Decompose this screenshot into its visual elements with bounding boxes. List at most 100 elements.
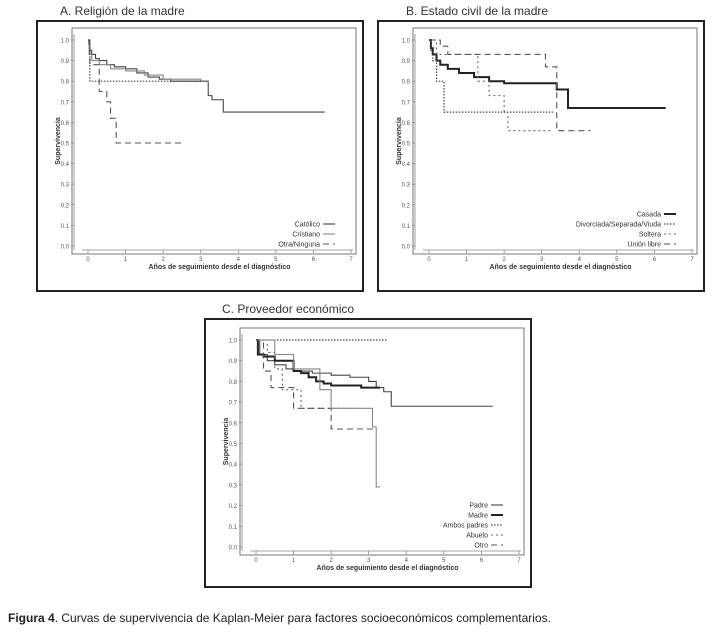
y-tick-label: 0.6: [402, 121, 411, 127]
x-tick-label: 6: [312, 257, 316, 263]
x-tick-label: 0: [254, 558, 258, 564]
y-tick-label: 0.9: [402, 59, 411, 65]
chart-c: 0.0 0.1 0.2 0.3 0.4 0.5 0.6 0.7 0.8 0.9 1.0 0 1 2 3 4 5 6…: [223, 327, 525, 572]
x-tick-label: 1: [124, 257, 128, 263]
y-tick-label: 0.6: [229, 421, 238, 427]
legend-label: Soltera: [639, 232, 661, 239]
x-tick-label: 3: [367, 558, 371, 564]
y-axis-label: Supervivencia: [396, 117, 403, 165]
y-tick-label: 0.2: [61, 203, 70, 209]
y-tick-label: 0.7: [61, 100, 70, 106]
series-line-padre: [256, 339, 493, 407]
y-tick-label: 0.9: [61, 59, 70, 65]
series-line-abuelo: [256, 339, 354, 409]
y-tick-label: 0.4: [61, 162, 70, 168]
panel-a-title: A. Religión de la madre: [60, 4, 185, 18]
y-tick-label: 0.0: [229, 546, 238, 552]
chart-a: 0.0 0.1 0.2 0.3 0.4 0.5 0.6 0.7 0.8 0.9 1.0 0 1 2 3 4 5 6…: [55, 27, 357, 271]
y-tick-label: 0.4: [229, 463, 238, 469]
x-tick-label: 7: [517, 558, 521, 564]
x-tick-label: 7: [690, 257, 694, 263]
series-line-unlabeled: [88, 39, 209, 82]
y-tick-label: 0.3: [402, 183, 411, 189]
x-tick-label: 0: [427, 257, 431, 263]
x-tick-label: 2: [502, 257, 506, 263]
legend-label: Católico: [295, 222, 320, 229]
chart-b: 0.0 0.1 0.2 0.3 0.4 0.5 0.6 0.7 0.8 0.9 1.0 0 1 2 3 4 5 6…: [396, 27, 698, 271]
y-tick-label: 0.4: [402, 162, 411, 168]
plot-frame: [412, 27, 698, 255]
legend-label: Madre: [468, 513, 488, 520]
y-tick-label: 0.9: [229, 359, 238, 365]
y-tick-label: 0.5: [61, 142, 70, 148]
caption-text: . Curvas de supervivencia de Kaplan-Meie…: [54, 611, 551, 625]
y-tick-label: 0.3: [61, 183, 70, 189]
series-line-unlabeled: [256, 339, 380, 488]
series-line-casada: [429, 39, 666, 109]
series-line-uni-n-libre: [429, 39, 591, 132]
y-tick-label: 1.0: [402, 39, 411, 45]
x-tick-label: 6: [480, 558, 484, 564]
caption-label: Figura 4: [8, 611, 55, 625]
x-tick-label: 5: [442, 558, 446, 564]
series-line-cristiano: [88, 39, 209, 84]
x-tick-label: 1: [292, 558, 296, 564]
series-line-soltera: [429, 39, 553, 132]
x-axis-label: Años de seguimiento desde el diagnóstico: [149, 264, 291, 271]
y-tick-label: 0.7: [402, 100, 411, 106]
legend-label: Cristiano: [292, 232, 320, 239]
panel-c-title: C. Proveedor económico: [222, 302, 355, 316]
legend-label: Otra/Ninguna: [278, 242, 320, 249]
x-tick-label: 5: [615, 257, 619, 263]
x-tick-label: 4: [237, 257, 241, 263]
y-tick-label: 1.0: [61, 39, 70, 45]
y-tick-label: 0.3: [229, 483, 238, 489]
plot-frame: [239, 327, 525, 556]
y-tick-label: 0.8: [61, 80, 70, 86]
x-tick-label: 6: [653, 257, 657, 263]
panel-b-title: B. Estado civil de la madre: [406, 4, 549, 18]
x-tick-label: 7: [349, 257, 353, 263]
y-tick-label: 0.0: [402, 245, 411, 251]
x-tick-label: 2: [161, 257, 165, 263]
legend-label: Padre: [469, 503, 488, 510]
y-tick-label: 0.6: [61, 121, 70, 127]
series-line-otro: [256, 339, 377, 430]
panel-c: 0.0 0.1 0.2 0.3 0.4 0.5 0.6 0.7 0.8 0.9 1.0 0 1 2 3 4 5 6…: [204, 318, 532, 588]
plot-frame: [71, 27, 357, 255]
y-tick-label: 0.7: [229, 401, 238, 407]
y-tick-label: 0.8: [229, 380, 238, 386]
y-tick-label: 0.5: [229, 442, 238, 448]
x-tick-label: 3: [540, 257, 544, 263]
y-tick-label: 0.2: [402, 203, 411, 209]
x-tick-label: 3: [199, 257, 203, 263]
series-line-divorciada-separada-viuda: [429, 39, 553, 113]
x-tick-label: 4: [405, 558, 409, 564]
legend-label: Abuelo: [466, 533, 488, 540]
panel-a: 0.0 0.1 0.2 0.3 0.4 0.5 0.6 0.7 0.8 0.9 1.0 0 1 2 3 4 5 6…: [36, 20, 364, 292]
y-tick-label: 0.5: [402, 142, 411, 148]
series-line-cat-lico: [88, 39, 325, 113]
series-line-otra-ninguna: [88, 39, 182, 144]
x-axis-label: Años de seguimiento desde el diagnóstico: [490, 264, 632, 271]
x-axis-label: Años de seguimiento desde el diagnóstico: [317, 565, 459, 572]
y-tick-label: 0.0: [61, 245, 70, 251]
legend-label: Unión libre: [628, 242, 662, 249]
x-tick-label: 5: [274, 257, 278, 263]
x-tick-label: 0: [86, 257, 90, 263]
figure-caption: Figura 4. Curvas de supervivencia de Kap…: [8, 611, 551, 625]
y-tick-label: 0.8: [402, 80, 411, 86]
y-tick-label: 0.1: [61, 224, 70, 230]
y-tick-label: 1.0: [229, 339, 238, 345]
legend-label: Divorciada/Separada/Viuda: [576, 222, 661, 229]
legend-label: Ambos padres: [443, 523, 489, 530]
y-axis-label: Supervivencia: [223, 418, 230, 466]
y-tick-label: 0.2: [229, 504, 238, 510]
y-axis-label: Supervivencia: [55, 117, 62, 165]
x-tick-label: 4: [578, 257, 582, 263]
y-tick-label: 0.1: [229, 525, 238, 531]
panel-b: 0.0 0.1 0.2 0.3 0.4 0.5 0.6 0.7 0.8 0.9 1.0 0 1 2 3 4 5 6…: [377, 20, 705, 292]
legend-label: Casada: [637, 212, 661, 219]
x-tick-label: 1: [465, 257, 469, 263]
y-tick-label: 0.1: [402, 224, 411, 230]
